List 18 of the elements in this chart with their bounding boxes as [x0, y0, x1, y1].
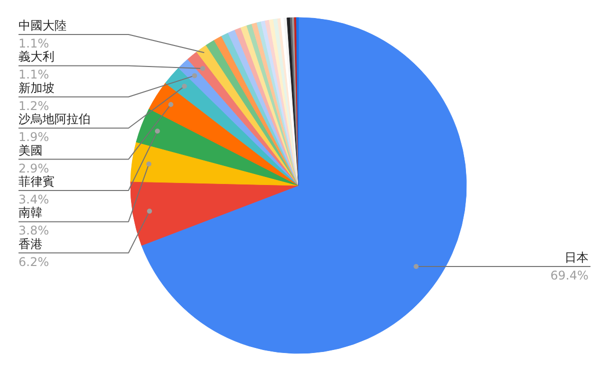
data-label: 1.2%: [18, 98, 49, 113]
slice-label: 日本: [564, 250, 588, 264]
data-label: 69.4%: [550, 268, 589, 282]
data-label: 1.1%: [18, 36, 49, 50]
data-label: 6.2%: [18, 254, 49, 269]
slice-label: 中國大陸: [18, 18, 66, 32]
slice-label: 新加坡: [18, 80, 54, 95]
slice-label: 南韓: [18, 206, 42, 220]
slice-label: 香港: [18, 236, 42, 251]
slice-label: 美國: [18, 143, 42, 158]
slice-label: 義大利: [18, 50, 54, 64]
data-label: 2.9%: [18, 161, 49, 176]
data-label: 3.8%: [18, 224, 49, 238]
data-label: 1.1%: [18, 68, 49, 82]
data-label: 1.9%: [18, 130, 49, 144]
data-label: 3.4%: [18, 192, 49, 206]
slice-label: 沙烏地阿拉伯: [18, 112, 90, 126]
slice-label: 菲律賓: [18, 174, 54, 188]
